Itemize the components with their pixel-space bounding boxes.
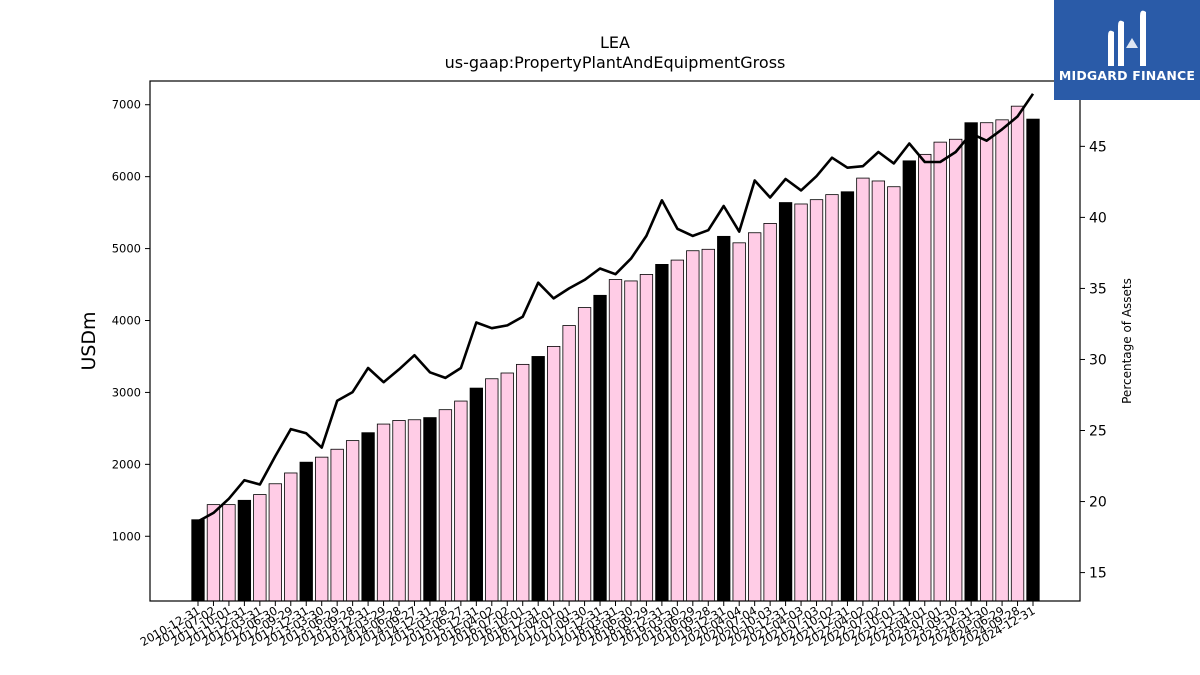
brand-logo: MIDGARD FINANCE [1054,0,1200,100]
bar-2017-04-01 [546,345,561,602]
bar-2019-03-30 [670,259,685,602]
bar-2011-10-01 [222,504,236,602]
bar-2017-07-01 [562,325,576,602]
right-tick-label: 30 [1089,352,1107,368]
bar-2024-09-28 [1010,105,1025,602]
left-tick-label: 4000 [112,314,141,328]
percentage-line [197,93,1035,523]
bar-2015-06-27 [454,400,468,602]
bar-2020-07-04 [748,232,762,602]
bar-series [191,105,1040,602]
bar-2012-06-30 [268,483,282,602]
bar-2022-12-31 [902,160,916,602]
x-axis: 2010-12-312011-07-022011-10-012011-12-31… [138,601,1038,649]
left-tick-label: 5000 [112,242,141,256]
bar-2017-12-31 [593,294,607,602]
bar-2016-10-01 [516,363,530,602]
bar-2018-03-31 [608,279,623,602]
right-tick-label: 35 [1089,281,1107,297]
right-axis: 15 20 25 30 35 40 45 [1080,139,1107,582]
bar-2020-10-03 [763,223,777,602]
bar-2024-03-30 [979,122,994,602]
bar-2021-04-03 [794,203,808,602]
bar-2013-12-31 [361,432,375,602]
bar-2019-12-31 [717,235,731,602]
bar-2012-09-29 [284,472,298,602]
bar-2018-12-31 [655,264,669,602]
brand-name: MIDGARD FINANCE [1058,68,1196,83]
right-tick-label: 15 [1089,566,1107,582]
bar-2023-07-01 [933,141,947,602]
bar-2012-03-31 [253,494,267,602]
right-tick-label: 20 [1089,495,1107,511]
left-tick-label: 3000 [112,385,141,399]
bar-2013-06-29 [330,448,344,602]
bar-2020-04-04 [732,242,746,602]
left-tick-label: 2000 [112,457,141,471]
bar-2016-07-02 [500,372,514,602]
bar-2015-03-28 [438,409,453,602]
bar-2014-09-27 [407,419,422,602]
bar-2023-04-01 [918,153,932,602]
plot-frame [149,80,1081,602]
y2-axis-label: Percentage of Assets [1120,278,1134,404]
bar-2011-12-31 [237,499,252,602]
bar-2021-07-03 [809,199,824,602]
right-tick-label: 40 [1089,210,1107,226]
bar-2019-06-29 [686,250,700,602]
left-tick-label: 6000 [112,170,141,184]
bar-2013-09-28 [345,440,360,602]
bar-2016-04-02 [485,378,499,602]
right-tick-label: 25 [1089,424,1107,440]
right-tick-label: 45 [1089,139,1107,155]
y-axis-label: USDm [78,311,100,370]
bar-2017-09-30 [577,307,592,602]
bar-2023-09-30 [949,138,963,602]
bar-2018-06-30 [624,280,638,602]
bar-2021-12-31 [840,191,855,602]
bar-2015-12-31 [469,387,483,602]
midgard-logo-icon [1108,10,1146,67]
bar-2014-12-31 [423,417,437,602]
chart-title: LEA [600,33,630,52]
bar-2024-06-29 [995,119,1009,602]
bar-2014-03-29 [376,423,391,602]
left-tick-label: 7000 [112,98,141,112]
left-axis: 1000 2000 3000 4000 5000 6000 7000 [112,98,150,543]
bar-2013-03-30 [315,456,329,602]
bar-2018-09-29 [639,274,654,602]
bar-2016-12-31 [531,356,545,602]
bar-2012-12-31 [299,461,313,602]
bar-2023-12-31 [964,122,978,602]
bar-2011-07-02 [206,504,221,602]
bar-2022-04-02 [856,177,870,602]
chart-subtitle: us-gaap:PropertyPlantAndEquipmentGross [444,53,786,72]
bar-2022-07-02 [871,180,886,602]
bar-2010-12-31 [191,519,205,602]
bar-2020-12-31 [778,202,793,602]
bar-2014-06-28 [392,420,406,602]
bar-2024-12-31 [1026,118,1040,602]
bar-2019-09-28 [701,248,715,602]
bar-2021-10-02 [825,194,839,602]
bar-2022-10-01 [887,186,901,602]
left-tick-label: 1000 [112,529,141,543]
